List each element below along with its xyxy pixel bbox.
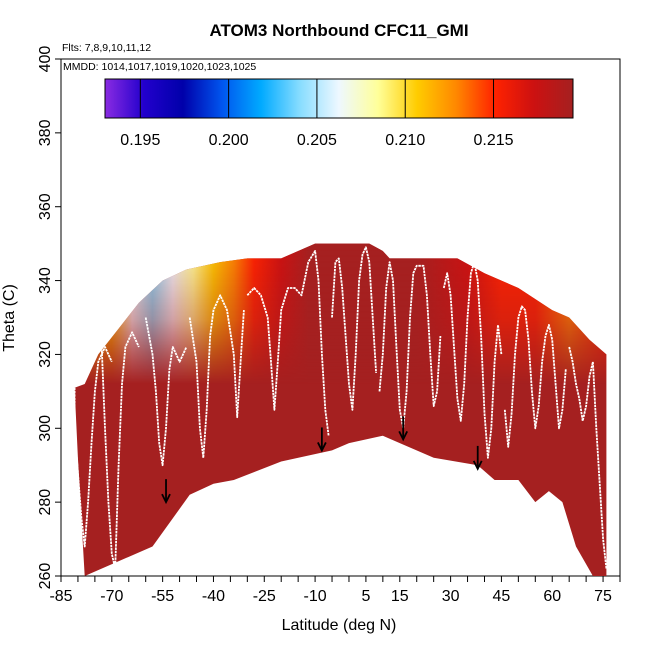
- x-tick-label: -85: [49, 588, 72, 605]
- arrows-group: [161, 416, 483, 505]
- x-tick-label: 45: [493, 588, 511, 605]
- x-tick-label: 60: [543, 588, 561, 605]
- flight-track: [246, 250, 330, 436]
- x-tick-label: -10: [304, 588, 327, 605]
- colorbar-tick-label: 0.200: [209, 132, 249, 149]
- x-tick-label: -70: [100, 588, 123, 605]
- colorbar-tick-label: 0.215: [474, 132, 514, 149]
- flight-track: [503, 305, 567, 448]
- flight-track: [73, 346, 113, 548]
- arrow-marker: [398, 416, 408, 442]
- arrow-marker: [161, 479, 171, 505]
- y-tick-label: 360: [37, 193, 54, 220]
- flights-label: Flts: 7,8,9,10,11,12: [62, 42, 151, 54]
- flight-tracks: [73, 246, 608, 570]
- y-tick-label: 380: [37, 119, 54, 146]
- x-tick-label: -25: [253, 588, 276, 605]
- x-tick-label: 5: [361, 588, 370, 605]
- x-tick-label: 75: [594, 588, 612, 605]
- y-tick-label: 320: [37, 341, 54, 368]
- colorbar-fill: [104, 78, 574, 119]
- colorbar-tick-label: 0.210: [385, 132, 425, 149]
- flight-track: [378, 261, 442, 430]
- chart-title: ATOM3 Northbound CFC11_GMI: [209, 21, 468, 40]
- mmdd-label: MMDD: 1014,1017,1019,1020,1023,1025: [63, 61, 256, 73]
- plot-frame: [60, 58, 621, 577]
- arrow-marker: [317, 427, 327, 453]
- y-tick-label: 280: [37, 489, 54, 516]
- arrow-marker: [472, 445, 483, 471]
- x-tick-label: 30: [442, 588, 460, 605]
- top-layer: [74, 243, 607, 384]
- x-axis: -85 -70 -55 -40 -25 -10 5 15 30 45 60 75: [49, 576, 621, 605]
- y-tick-label: 400: [37, 46, 54, 73]
- y-axis-label: Theta (C): [1, 284, 18, 352]
- colorbar-tick-label: 0.195: [120, 132, 160, 149]
- colorbar: 0.195 0.200 0.205 0.210 0.215: [104, 78, 574, 149]
- y-tick-label: 300: [37, 415, 54, 442]
- data-field: [73, 243, 608, 576]
- colorbar-ticks: 0.195 0.200 0.205 0.210 0.215: [120, 79, 514, 149]
- x-tick-label: 15: [391, 588, 409, 605]
- y-tick-label: 260: [37, 563, 54, 590]
- y-axis: 260 280 300 320 340 360 380 400: [37, 46, 61, 590]
- flight-track: [100, 331, 140, 570]
- top-layer-group: [74, 243, 607, 384]
- x-tick-label: -55: [151, 588, 174, 605]
- x-axis-label: Latitude (deg N): [282, 617, 397, 634]
- x-tick-label: -40: [202, 588, 225, 605]
- y-tick-label: 340: [37, 267, 54, 294]
- flight-track: [442, 261, 503, 459]
- flight-track: [568, 346, 608, 569]
- colorbar-tick-label: 0.205: [297, 132, 337, 149]
- flight-track: [144, 317, 188, 467]
- flight-track: [188, 294, 245, 459]
